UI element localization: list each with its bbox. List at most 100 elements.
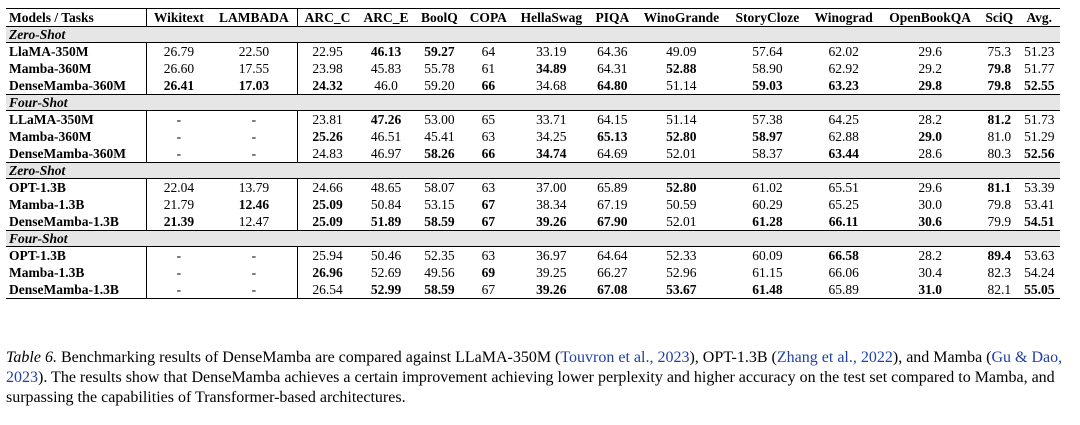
table-cell: 52.56	[1024, 146, 1055, 161]
table-cell: 24.66	[312, 180, 343, 195]
table-cell: 26.60	[163, 61, 195, 76]
table-cell: 46.0	[374, 78, 398, 93]
table-cell: -	[210, 264, 299, 281]
table-cell: 22.95	[312, 44, 343, 59]
table-cell: 33.71	[536, 112, 567, 127]
table-cell: 30.0	[918, 197, 942, 212]
table-cell: 61.48	[727, 281, 808, 299]
table-cell: 64.36	[597, 44, 628, 59]
table-cell: 30.4	[918, 265, 942, 280]
column-header: Models / Tasks	[6, 8, 148, 27]
table-cell: 28.6	[918, 146, 942, 161]
table-body: Zero-Shot LlaMA-350M 26.79 22.50 22.95 46.13 5…	[6, 26, 1060, 299]
table-cell: 69	[481, 265, 496, 280]
table-cell: 64	[481, 44, 496, 59]
table-cell: 61.15	[752, 265, 783, 280]
table-cell: 58.26	[424, 146, 455, 161]
model-name: Mamba-1.3B	[6, 264, 148, 281]
table-cell: 52.01	[666, 214, 697, 229]
table-cell: 63.44	[828, 146, 859, 161]
table-cell: 29.0	[918, 129, 942, 144]
citation-link[interactable]: Touvron et al., 2023	[560, 349, 690, 366]
column-header: BoolQ	[415, 8, 464, 27]
table-row: Mamba-360M - -25.26 46.51 45.41 63 34.25 65.13 5…	[6, 128, 1060, 145]
table-cell: 25.94	[312, 248, 343, 263]
table-cell: 48.65	[370, 180, 402, 195]
table-cell: 63.23	[828, 78, 859, 93]
table-cell: 34.25	[536, 129, 567, 144]
table-cell: 50.59	[666, 197, 697, 212]
table-cell: 55.78	[424, 61, 455, 76]
model-name: OPT-1.3B	[6, 246, 148, 264]
table-cell: 60.29	[752, 197, 783, 212]
table-cell: 26.96	[312, 265, 343, 280]
table-cell: 21.39	[163, 214, 195, 229]
table-cell: 57.38	[752, 112, 783, 127]
citation-link[interactable]: Gu & Dao, 2023	[6, 349, 1063, 386]
table-cell: 59.20	[424, 78, 455, 93]
table-cell: 66.06	[828, 265, 859, 280]
table-cell: 79.9	[987, 214, 1012, 229]
column-header: Wikitext	[146, 8, 211, 27]
column-header: OpenBookQA	[880, 8, 981, 27]
table-cell: 52.80	[666, 129, 697, 144]
model-name: Mamba-360M	[6, 60, 148, 77]
caption-fragment: Benchmarking results of DenseMamba are c…	[56, 349, 561, 366]
citation-link[interactable]: Zhang et al., 2022	[776, 349, 893, 366]
table-cell: 24.32	[312, 78, 343, 93]
table-cell: 67.19	[597, 197, 628, 212]
table-cell: 81.2	[987, 112, 1012, 127]
table-cell: 46.13	[370, 44, 402, 59]
table-row: DenseMamba-360M - -24.83 46.97 58.26 66 34.74 6…	[6, 145, 1060, 163]
caption-fragment: ). The results show that DenseMamba achi…	[6, 369, 1055, 406]
table-cell: 54.24	[1024, 265, 1055, 280]
column-header: Avg.	[1018, 8, 1060, 27]
table-cell: -	[210, 246, 299, 264]
table-cell: 12.46	[210, 196, 299, 213]
table-cell: 29.2	[918, 61, 942, 76]
table-cell: 23.98	[312, 61, 343, 76]
table-cell: 79.8	[987, 61, 1012, 76]
table-cell: 34.89	[536, 61, 567, 76]
model-name: DenseMamba-360M	[6, 145, 148, 163]
table-cell: 31.0	[880, 281, 981, 299]
table-cell: 12.47	[210, 213, 299, 231]
table-cell: 55.05	[1018, 281, 1060, 299]
table-cell: 52.33	[666, 248, 697, 263]
table-cell: 81.0	[987, 129, 1012, 144]
table-cell: 62.02	[828, 44, 859, 59]
table-cell: 67	[481, 214, 496, 229]
table-cell: 58.59	[424, 214, 455, 229]
model-name: LlaMA-350M	[6, 42, 148, 60]
section-title: Four-Shot	[6, 230, 1060, 247]
table-cell: 46.51	[370, 129, 402, 144]
table-cell: 22.04	[163, 180, 195, 195]
table-cell: -	[210, 145, 299, 163]
table-cell: 61.02	[752, 180, 783, 195]
table-cell: 66.58	[828, 248, 859, 263]
caption-fragment: ), and Mamba (	[892, 349, 992, 366]
table-cell: 63	[481, 248, 496, 263]
table-cell: 65	[481, 112, 496, 127]
table-cell: 59.27	[424, 44, 455, 59]
table-cell: 52.96	[666, 265, 697, 280]
table-cell: 64.69	[597, 146, 628, 161]
section-title: Zero-Shot	[6, 162, 1060, 179]
table-cell: 65.51	[828, 180, 859, 195]
table-cell: 52.35	[424, 248, 455, 263]
table-cell: 25.09	[312, 197, 343, 212]
table-cell: 51.14	[666, 112, 697, 127]
table-row: LLaMA-350M - -23.81 47.26 53.00 65 33.71 64.15 5…	[6, 110, 1060, 128]
table-cell: 51.29	[1024, 129, 1055, 144]
model-name: DenseMamba-1.3B	[6, 281, 148, 299]
table-cell: 64.31	[597, 61, 628, 76]
section-row: Zero-Shot	[6, 26, 1060, 43]
table-row: Mamba-360M 26.60 17.55 23.98 45.83 55.78 61 34.…	[6, 60, 1060, 77]
table-cell: 49.09	[666, 44, 697, 59]
table-row: Mamba-1.3B - -26.96 52.69 49.56 69 39.25 66.27 5…	[6, 264, 1060, 281]
table-cell: 57.64	[752, 44, 783, 59]
table-cell: 34.74	[536, 146, 567, 161]
table-cell: 51.23	[1024, 44, 1055, 59]
table-row: Mamba-1.3B 21.79 12.46 25.09 50.84 53.15 67 38.…	[6, 196, 1060, 213]
